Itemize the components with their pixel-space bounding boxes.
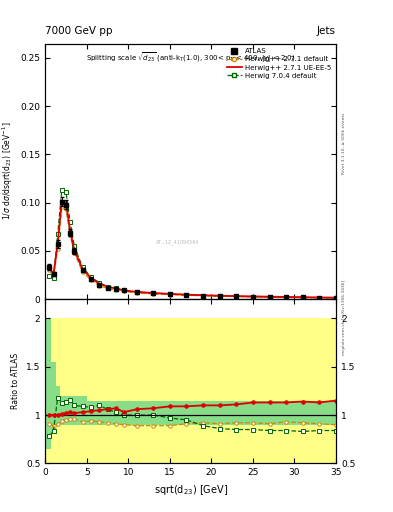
Text: Splitting scale $\sqrt{d_{23}}$ (anti-k$_T$(1.0), 300< p$_T$ < 400, |y| < 2.0): Splitting scale $\sqrt{d_{23}}$ (anti-k$… [86, 51, 296, 66]
Text: 7000 GeV pp: 7000 GeV pp [45, 26, 113, 36]
Text: mcplots.cern.ch [arXiv:1306.3436]: mcplots.cern.ch [arXiv:1306.3436] [342, 280, 346, 355]
Text: Rivet 3.1.10, ≥ 500k events: Rivet 3.1.10, ≥ 500k events [342, 113, 346, 174]
Legend: ATLAS, Herwig++ 2.7.1 default, Herwig++ 2.7.1 UE-EE-5, Herwig 7.0.4 default: ATLAS, Herwig++ 2.7.1 default, Herwig++ … [226, 47, 332, 80]
Text: AT...12_41094564: AT...12_41094564 [156, 239, 199, 245]
X-axis label: sqrt(d$_{23}$) [GeV]: sqrt(d$_{23}$) [GeV] [154, 483, 228, 497]
Y-axis label: Ratio to ATLAS: Ratio to ATLAS [11, 353, 20, 409]
Y-axis label: 1/$\sigma$ d$\sigma$/dsqrt(d$_{23}$) [GeV$^{-1}$]: 1/$\sigma$ d$\sigma$/dsqrt(d$_{23}$) [Ge… [0, 122, 15, 221]
Text: Jets: Jets [317, 26, 336, 36]
